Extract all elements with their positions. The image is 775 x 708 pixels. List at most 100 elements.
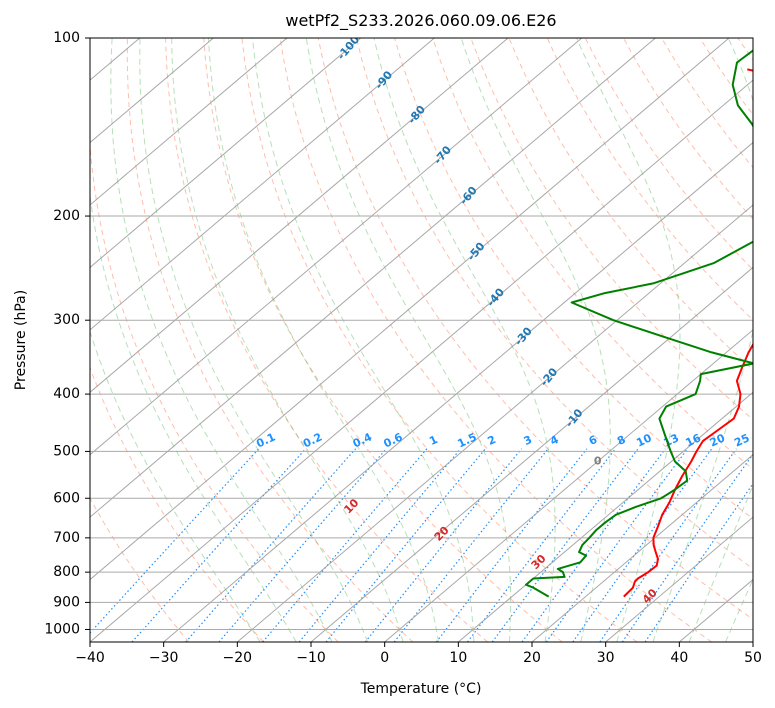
isotherm-line xyxy=(163,141,753,642)
x-tick-label: −20 xyxy=(223,650,253,666)
y-tick-label: 200 xyxy=(53,208,80,224)
x-tick-label: 30 xyxy=(597,650,615,666)
moist-adiabat-line xyxy=(652,38,753,642)
moist-adiabat-line xyxy=(688,483,753,642)
isotherm-line xyxy=(90,38,583,456)
x-tick-label: 50 xyxy=(744,650,762,666)
mixing-ratio-label: 10 xyxy=(634,431,654,449)
mixing-ratio-label: 0.2 xyxy=(301,430,324,450)
profiles xyxy=(525,49,753,598)
mixing-ratio-line xyxy=(364,448,523,642)
mixing-ratio-label: 2 xyxy=(486,433,498,448)
dry-adiabat-label: 30 xyxy=(529,552,549,572)
dry-adiabat-line xyxy=(661,38,753,169)
pressure-gridlines xyxy=(90,38,753,630)
dry-adiabat-line xyxy=(623,38,753,220)
moist-adiabat-line xyxy=(171,38,404,642)
mixing-ratio-line xyxy=(491,448,639,642)
isotherm-label: -60 xyxy=(457,184,480,208)
moist-adiabat-line xyxy=(208,38,439,642)
mixing-ratio-label: 0.4 xyxy=(351,430,374,450)
moist-adiabat-line xyxy=(110,38,333,642)
y-tick-label: 500 xyxy=(53,443,80,459)
mixing-ratio-line xyxy=(644,482,753,642)
isotherm-line xyxy=(458,391,753,642)
dry-adiabat-line xyxy=(165,38,488,642)
x-tick-label: −10 xyxy=(296,650,326,666)
zero-isotherm-label: 0 xyxy=(594,454,602,467)
isotherm-line xyxy=(90,38,214,144)
mixing-ratio-label: 16 xyxy=(684,431,704,449)
mixing-ratio-line xyxy=(621,453,753,642)
x-tick-label: 10 xyxy=(449,650,467,666)
moist-adiabat-line xyxy=(90,192,297,642)
x-axis-label: Temperature (°C) xyxy=(360,681,482,697)
dry-adiabat-label: 10 xyxy=(341,496,361,516)
mixing-ratio-line xyxy=(521,448,666,642)
isotherm-line xyxy=(752,641,753,642)
x-tick-label: −30 xyxy=(149,650,179,666)
dry-adiabat-line xyxy=(699,38,753,116)
mixing-ratio-label: 13 xyxy=(662,431,681,449)
dry-adiabat-line xyxy=(203,38,563,642)
dry-adiabat-line xyxy=(737,38,753,61)
y-tick-label: 400 xyxy=(53,386,80,402)
y-tick-label: 700 xyxy=(53,530,80,546)
dry-adiabat-label: 40 xyxy=(640,586,660,606)
isotherm-line xyxy=(384,329,753,642)
y-tick-label: 100 xyxy=(53,30,80,46)
mixing-ratio-label: 0.6 xyxy=(381,430,404,450)
isotherm-line xyxy=(605,516,753,642)
mixing-ratio-label: 8 xyxy=(615,433,627,448)
isotherm-label: -40 xyxy=(484,285,507,309)
isotherm-line xyxy=(310,266,753,642)
dry-adiabat-line xyxy=(584,38,753,271)
plot-frame xyxy=(89,37,754,643)
moist-adiabat-line xyxy=(139,38,369,642)
isotherm-label: -90 xyxy=(372,68,395,92)
isotherm-line xyxy=(90,38,435,331)
y-tick-label: 900 xyxy=(53,594,80,610)
moist-adiabat-line xyxy=(373,38,556,642)
temperature-profile-line xyxy=(623,68,753,598)
dry-adiabat-line xyxy=(90,497,190,642)
isotherm-line xyxy=(531,454,753,642)
x-tick-label: −40 xyxy=(75,650,105,666)
moist-adiabat-line xyxy=(460,38,611,642)
isotherm-line xyxy=(237,204,753,642)
y-axis-label: Pressure (hPa) xyxy=(13,290,29,390)
background-lines xyxy=(90,38,753,642)
isotherm-label: -80 xyxy=(405,103,428,127)
moist-adiabat-line xyxy=(725,578,753,642)
x-tick-label: 40 xyxy=(670,650,688,666)
isotherm-line xyxy=(90,38,730,581)
y-tick-label: 1000 xyxy=(44,621,80,637)
y-tick-label: 300 xyxy=(53,312,80,328)
moist-adiabat-line xyxy=(90,329,261,642)
x-tick-label: 20 xyxy=(523,650,541,666)
mixing-ratio-label: 3 xyxy=(522,433,534,448)
mixing-ratio-line xyxy=(467,448,616,642)
y-tick-label: 800 xyxy=(53,564,80,580)
dewpoint-profile-line xyxy=(525,49,753,598)
mixing-ratio-label: 1.5 xyxy=(456,430,479,450)
isotherm-label: -50 xyxy=(465,240,488,264)
moist-adiabat-line xyxy=(252,38,475,642)
isotherm-line xyxy=(90,38,362,269)
dry-adiabat-line xyxy=(279,38,712,642)
isotherm-label: -10 xyxy=(563,406,586,430)
mixing-ratio-label: 6 xyxy=(587,433,600,448)
isotherm-line xyxy=(90,38,656,518)
mixing-ratio-line xyxy=(572,448,713,642)
mixing-ratio-line xyxy=(393,448,549,642)
mixing-ratio-label: 20 xyxy=(708,431,728,449)
isotherm-label: -20 xyxy=(538,365,561,389)
y-tick-label: 600 xyxy=(53,490,80,506)
dry-adiabat-line xyxy=(90,366,264,642)
mixing-ratio-label: 0.1 xyxy=(254,430,277,450)
mixing-ratio-label: 25 xyxy=(732,431,751,449)
mixing-ratio-label: 4 xyxy=(548,433,561,448)
dry-adiabat-line xyxy=(394,38,753,520)
dry-adiabat-line xyxy=(241,38,638,642)
